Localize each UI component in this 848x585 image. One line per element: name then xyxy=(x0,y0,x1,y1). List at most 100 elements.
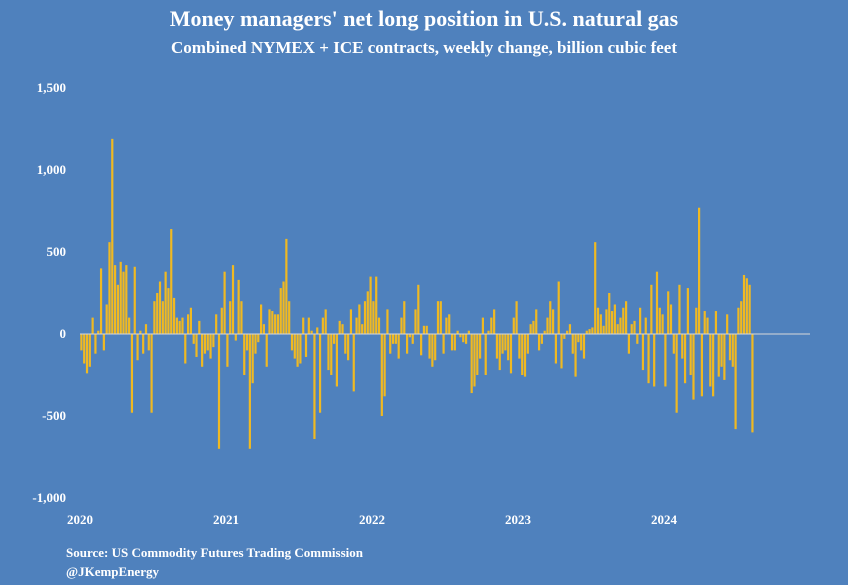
bar xyxy=(164,271,167,334)
bar xyxy=(529,324,532,334)
bar xyxy=(731,334,734,367)
bar xyxy=(212,334,215,348)
bar xyxy=(386,309,389,334)
bar xyxy=(532,320,535,334)
bar xyxy=(703,311,706,334)
bar xyxy=(85,334,89,374)
bar xyxy=(594,242,597,334)
bar xyxy=(470,334,473,394)
bar xyxy=(80,334,83,351)
y-tick-label: 1,500 xyxy=(37,80,66,95)
bar xyxy=(613,304,616,334)
bar xyxy=(436,301,440,334)
bar xyxy=(111,138,114,334)
bar xyxy=(742,274,746,334)
bar xyxy=(695,307,698,334)
bar xyxy=(616,324,619,334)
bar xyxy=(363,301,367,334)
bar xyxy=(717,334,720,377)
bar xyxy=(566,330,569,334)
bar xyxy=(380,334,383,416)
bar xyxy=(647,334,650,384)
bar xyxy=(740,301,743,334)
bar xyxy=(358,304,361,334)
bar xyxy=(335,334,338,387)
bar xyxy=(431,334,434,367)
bar xyxy=(540,334,543,344)
bar xyxy=(251,334,254,384)
bar xyxy=(459,334,462,338)
bar xyxy=(596,307,600,334)
bar xyxy=(700,334,703,397)
bar xyxy=(456,330,459,334)
bar xyxy=(290,334,294,351)
bar xyxy=(434,334,437,361)
bar xyxy=(296,334,299,367)
bar xyxy=(231,265,235,334)
bar xyxy=(608,293,611,334)
bar xyxy=(523,334,527,377)
bar xyxy=(509,334,513,374)
bar xyxy=(552,309,555,334)
bar xyxy=(133,266,136,334)
bar xyxy=(116,284,119,334)
x-tick-label: 2022 xyxy=(359,512,385,527)
bar xyxy=(161,301,164,334)
bar xyxy=(655,271,659,334)
bar xyxy=(493,309,496,334)
bar-series xyxy=(80,138,754,449)
bar xyxy=(355,317,358,334)
bar xyxy=(627,334,630,354)
bar xyxy=(142,334,145,354)
bar xyxy=(391,334,395,344)
bar xyxy=(144,324,148,334)
bar xyxy=(464,334,468,344)
bar xyxy=(543,330,546,334)
bar xyxy=(515,301,518,334)
bar xyxy=(706,317,709,334)
bar xyxy=(167,288,170,334)
bar xyxy=(560,334,563,369)
bar xyxy=(537,334,541,351)
bar xyxy=(136,334,139,361)
bar xyxy=(549,301,552,334)
bar xyxy=(507,334,510,361)
bar xyxy=(333,334,336,344)
bar xyxy=(737,307,740,334)
bar xyxy=(338,320,341,334)
bar xyxy=(366,291,369,334)
bar xyxy=(139,330,142,334)
bar xyxy=(102,334,105,351)
bar xyxy=(728,334,732,361)
bar xyxy=(714,311,718,334)
bar xyxy=(630,324,633,334)
bar xyxy=(352,334,355,392)
bar xyxy=(467,330,470,334)
bar xyxy=(147,334,150,351)
bar xyxy=(302,317,305,334)
source-note: Source: US Commodity Futures Trading Com… xyxy=(66,545,363,560)
bar xyxy=(181,317,184,334)
bar xyxy=(599,314,602,334)
bar xyxy=(156,293,159,334)
bar xyxy=(574,334,577,377)
bar xyxy=(285,238,288,334)
bar xyxy=(310,330,313,334)
bar xyxy=(554,334,557,364)
bar xyxy=(223,271,226,334)
bar xyxy=(243,334,246,375)
y-tick-label: -1,000 xyxy=(32,490,66,505)
bar xyxy=(125,265,128,334)
bar xyxy=(521,334,524,375)
bar xyxy=(260,304,263,334)
bar xyxy=(234,334,237,341)
bar xyxy=(602,325,605,334)
bar xyxy=(226,334,229,367)
bar xyxy=(122,271,125,334)
bar xyxy=(372,301,375,334)
bar xyxy=(641,334,645,371)
bar xyxy=(546,317,549,334)
bar xyxy=(229,301,232,334)
bar xyxy=(83,334,86,364)
